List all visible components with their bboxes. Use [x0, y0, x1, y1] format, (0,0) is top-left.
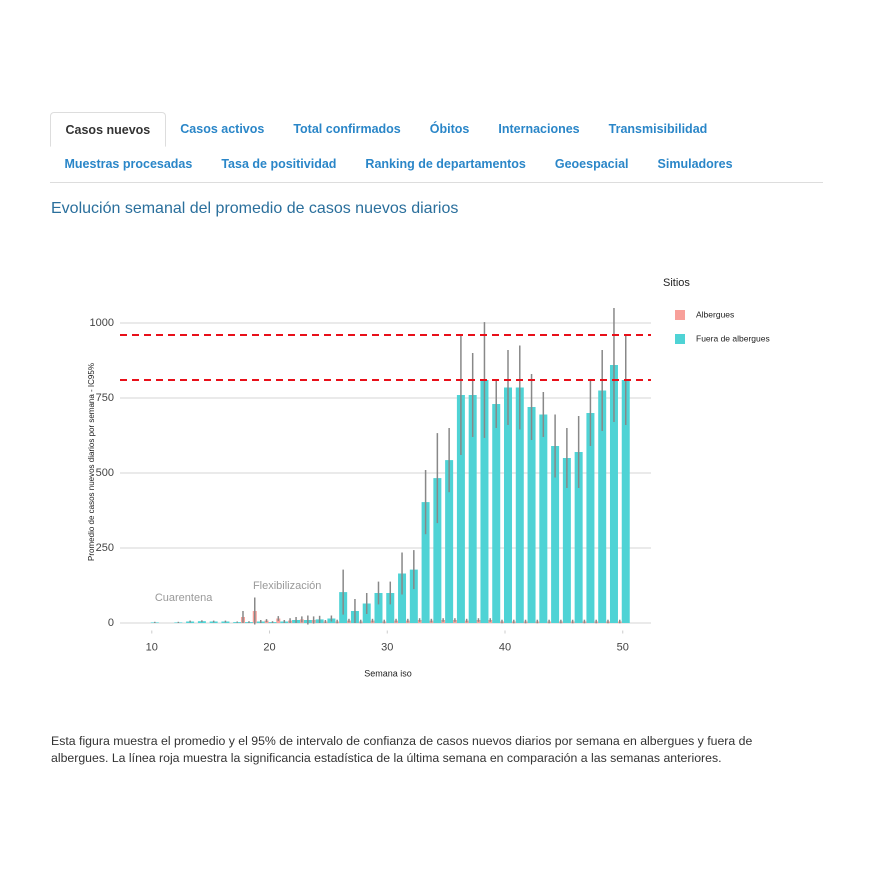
tab[interactable]: Simuladores	[657, 157, 733, 171]
x-axis-label: Semana iso	[364, 668, 412, 678]
tab[interactable]: Total confirmados	[293, 122, 401, 136]
annotation: Cuarentena	[155, 592, 213, 604]
x-tick-label: 20	[263, 641, 275, 653]
bar	[445, 460, 454, 623]
legend-swatch	[675, 334, 685, 344]
x-tick-label: 40	[499, 641, 511, 653]
annotation: Flexibilización	[253, 580, 321, 592]
tab[interactable]: Internaciones	[498, 122, 580, 136]
bar	[609, 365, 618, 623]
tab-bar: Casos nuevos Casos activos Total confirm…	[50, 112, 823, 183]
bar	[374, 593, 383, 623]
section-title: Evolución semanal del promedio de casos …	[51, 200, 459, 217]
chart: Semana iso Promedio de casos nuevos diar…	[87, 277, 770, 678]
bar	[598, 390, 607, 623]
legend-label: Fuera de albergues	[696, 333, 770, 343]
bar	[551, 446, 560, 623]
caption: Esta figura muestra el promedio y el 95%…	[51, 734, 753, 765]
bar	[433, 478, 442, 623]
bar	[468, 395, 477, 623]
tab-row: Muestras procesadas Tasa de positividad …	[50, 147, 823, 182]
bar	[398, 573, 407, 623]
bar	[421, 502, 430, 623]
bar	[621, 380, 630, 623]
tab[interactable]: Transmisibilidad	[608, 122, 708, 136]
bar	[386, 593, 395, 623]
tab[interactable]: Tasa de positividad	[221, 157, 337, 171]
bar	[409, 569, 418, 623]
bar	[574, 452, 583, 623]
bar	[515, 387, 524, 623]
legend-label: Albergues	[696, 309, 734, 319]
tab[interactable]: Casos activos	[180, 122, 265, 136]
legend-swatch	[675, 310, 685, 320]
y-tick-label: 250	[96, 542, 114, 554]
bar	[480, 380, 489, 623]
tab[interactable]: Casos nuevos	[50, 112, 166, 147]
tab-row: Casos nuevos Casos activos Total confirm…	[50, 112, 823, 147]
x-tick-label: 50	[617, 641, 629, 653]
legend-title: Sitios	[663, 277, 690, 289]
bar	[586, 413, 595, 623]
x-tick-label: 10	[146, 641, 158, 653]
bar	[492, 404, 501, 623]
y-tick-label: 1000	[90, 317, 114, 329]
y-tick-label: 750	[96, 392, 114, 404]
x-tick-label: 30	[381, 641, 393, 653]
y-tick-label: 0	[108, 617, 114, 629]
y-tick-label: 500	[96, 467, 114, 479]
tab[interactable]: Ranking de departamentos	[365, 157, 526, 171]
bar	[504, 387, 513, 623]
tab[interactable]: Muestras procesadas	[64, 157, 193, 171]
tab[interactable]: Óbitos	[429, 122, 470, 136]
bar	[562, 458, 571, 623]
bar	[456, 395, 465, 623]
bar	[539, 414, 548, 623]
bar	[527, 407, 536, 623]
y-axis-label: Promedio de casos nuevos diarios por sem…	[87, 363, 96, 561]
tab[interactable]: Geoespacial	[554, 157, 629, 171]
